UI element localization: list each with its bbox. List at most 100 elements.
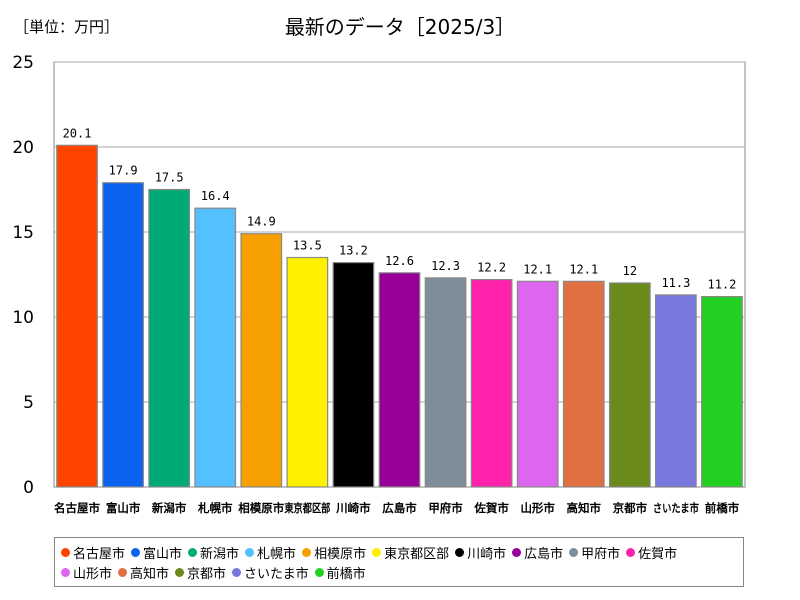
legend-item: 広島市 [512, 542, 563, 562]
legend-marker [245, 547, 255, 557]
x-tick-label: 甲府市 [428, 501, 463, 515]
legend-item: 富山市 [131, 542, 182, 562]
bar [102, 182, 144, 488]
legend-item: 新潟市 [188, 542, 239, 562]
bar-value-label: 11.2 [708, 278, 737, 292]
legend-item: 前橋市 [314, 562, 366, 582]
y-tick-label: 25 [12, 53, 34, 73]
bar [378, 272, 421, 488]
legend-label: 京都市 [187, 566, 227, 582]
legend-label: 札幌市 [257, 546, 297, 562]
x-tick-label: 東京都区部 [284, 501, 330, 515]
legend-item: 京都市 [175, 562, 226, 582]
bar [562, 280, 605, 488]
x-tick-label: 佐賀市 [473, 501, 509, 515]
legend-item: 名古屋市 [61, 542, 125, 562]
legend-label: 佐賀市 [638, 546, 678, 562]
y-tick-label: 5 [23, 393, 34, 413]
x-tick-label: 富山市 [106, 501, 141, 515]
y-tick-label: 20 [12, 138, 34, 158]
legend-marker [314, 567, 324, 577]
legend-marker [302, 547, 312, 557]
legend-item: 相模原市 [302, 542, 366, 562]
legend-marker [61, 567, 70, 577]
legend-item: 甲府市 [569, 542, 620, 562]
legend-label: さいたま市 [244, 566, 309, 582]
x-tick-label: 相模原市 [238, 501, 284, 515]
bar-value-label: 14.9 [247, 215, 276, 229]
y-tick-label: 0 [23, 478, 34, 498]
bar-value-label: 12.3 [431, 259, 460, 273]
bar [286, 256, 329, 488]
legend-label: 東京都区部 [384, 546, 450, 562]
legend-marker [118, 567, 128, 577]
legend-label: 新潟市 [200, 546, 240, 562]
legend-item: 佐賀市 [626, 542, 677, 562]
legend-item: 札幌市 [245, 542, 296, 562]
x-tick-label: さいたま市 [653, 501, 699, 515]
bar-value-label: 13.2 [339, 244, 368, 258]
legend-marker [61, 547, 70, 557]
legend-item: 高知市 [118, 562, 169, 582]
bar-value-label: 12.1 [523, 262, 552, 276]
x-tick-label: 川崎市 [335, 501, 371, 515]
bar-value-label: 12.2 [477, 261, 506, 275]
y-tick-label: 10 [12, 308, 34, 328]
bar [148, 188, 191, 488]
legend-item: さいたま市 [232, 562, 309, 582]
x-tick-label: 山形市 [520, 501, 555, 515]
bar-value-label: 17.9 [109, 164, 138, 178]
bar-chart: 0 5 10 15 20 25 20.1 名古屋市 17.9 富山市 17.5 新潟市 16.4 札幌市 1… [12, 53, 746, 515]
legend-marker [569, 547, 579, 557]
bar-value-label: 16.4 [201, 189, 230, 203]
legend-marker [455, 547, 465, 557]
unit-label: ［単位：万円］ [14, 18, 120, 36]
bar [240, 233, 283, 488]
legend-item: 山形市 [61, 562, 112, 582]
legend-label: 前橋市 [326, 566, 366, 582]
bar-value-label: 12.1 [569, 262, 598, 276]
bar [516, 280, 559, 488]
bar [470, 279, 513, 488]
bar-value-label: 17.5 [155, 171, 184, 185]
bar-value-label: 11.3 [661, 276, 690, 290]
x-tick-label: 新潟市 [152, 501, 187, 515]
legend-marker [626, 547, 636, 557]
bar [701, 296, 743, 488]
bar [424, 277, 467, 488]
legend-marker [175, 567, 185, 577]
y-tick-label: 15 [12, 223, 34, 243]
x-tick-label: 京都市 [613, 501, 648, 515]
legend-item: 東京都区部 [372, 542, 449, 562]
legend-label: 名古屋市 [73, 546, 126, 562]
legend-item: 川崎市 [455, 542, 506, 562]
legend-marker [131, 547, 141, 557]
legend-label: 広島市 [524, 546, 564, 562]
x-tick-label: 前橋市 [705, 501, 740, 515]
bar-value-label: 20.1 [63, 126, 92, 140]
legend-label: 川崎市 [467, 546, 507, 562]
legend-label: 富山市 [143, 546, 183, 562]
legend-marker [188, 547, 198, 557]
bar-value-label: 12.6 [385, 254, 414, 268]
x-tick-label: 広島市 [382, 501, 417, 515]
legend-label: 相模原市 [314, 546, 367, 562]
bar [608, 282, 651, 488]
legend-marker [372, 547, 382, 557]
x-tick-label: 高知市 [567, 501, 602, 515]
x-tick-label: 札幌市 [197, 501, 233, 515]
legend-label: 甲府市 [581, 546, 621, 562]
bar [655, 294, 697, 488]
x-tick-label: 名古屋市 [54, 501, 100, 515]
legend-label: 高知市 [130, 566, 170, 582]
chart-title: 最新のデータ［2025/3］ [284, 15, 516, 39]
legend-label: 山形市 [73, 566, 113, 582]
bar [194, 207, 237, 488]
bar-value-label: 13.5 [293, 239, 322, 253]
legend-marker [232, 567, 242, 577]
bar [56, 144, 98, 488]
bar-value-label: 12 [623, 264, 637, 278]
bar [332, 262, 375, 488]
legend-marker [512, 547, 522, 557]
chart-legend: 名古屋市 富山市 新潟市 札幌市 相模原市 東京都区部 川崎市 広島市 甲府市 佐賀市山形市 高知市… [54, 537, 744, 587]
